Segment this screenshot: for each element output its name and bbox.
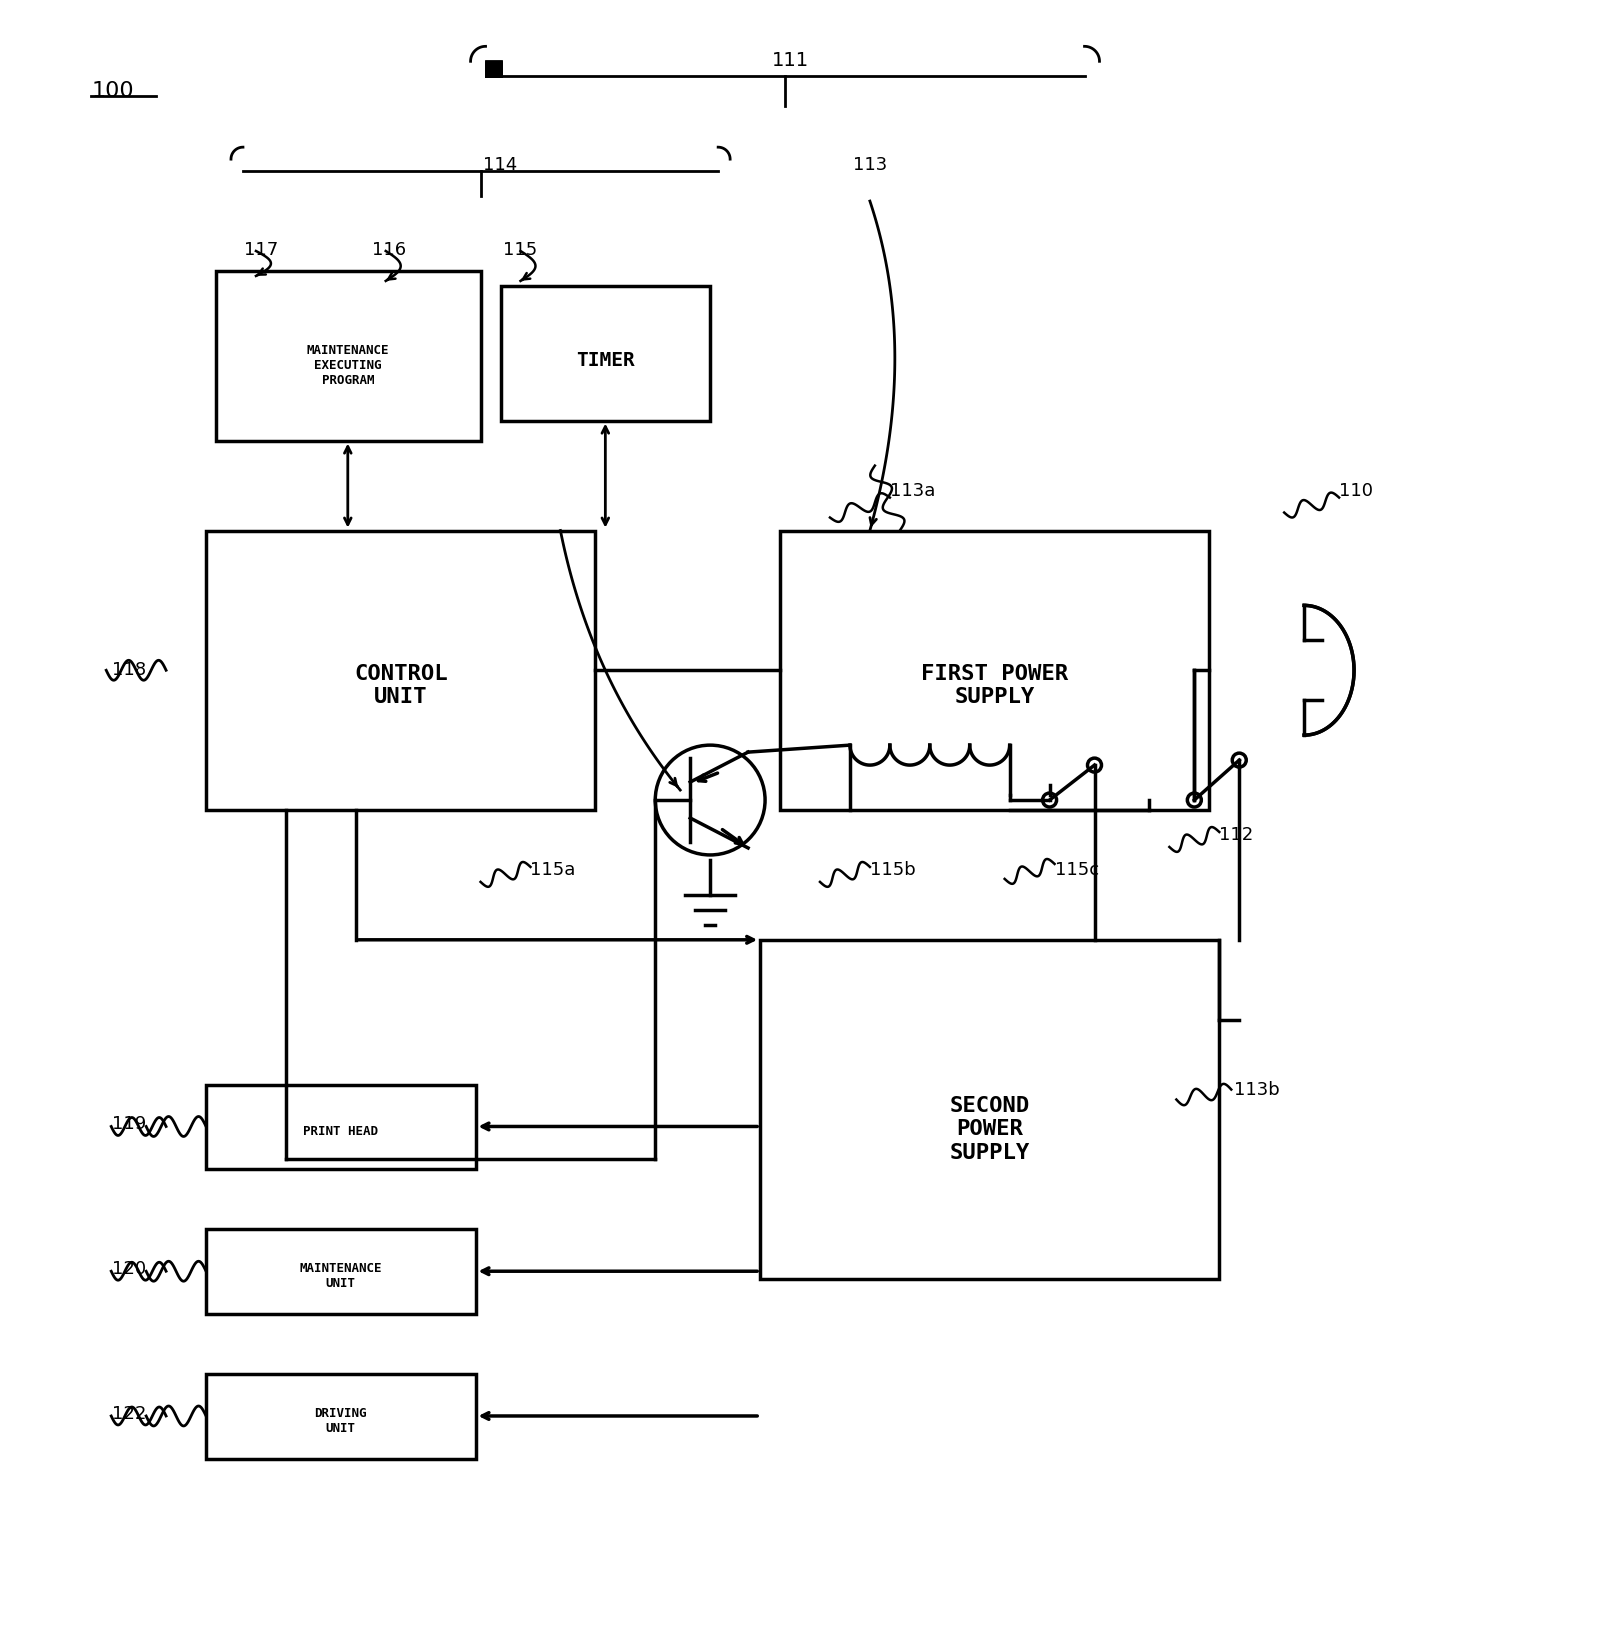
Text: 122: 122	[111, 1405, 147, 1423]
Text: 116: 116	[371, 242, 406, 258]
Bar	[206, 1084, 476, 1170]
Text: 115c: 115c	[1055, 860, 1098, 878]
Text: 120: 120	[113, 1260, 147, 1278]
Text: PRINT HEAD: PRINT HEAD	[303, 1125, 379, 1138]
Bar	[206, 530, 595, 809]
Bar	[500, 286, 710, 421]
Bar	[760, 939, 1219, 1280]
Text: 115a: 115a	[531, 860, 576, 878]
Text: 111: 111	[771, 51, 808, 71]
Circle shape	[1042, 793, 1057, 808]
Circle shape	[1187, 793, 1202, 808]
Circle shape	[1087, 758, 1102, 772]
Text: 112: 112	[1219, 826, 1253, 844]
Text: FIRST POWER
SUPPLY: FIRST POWER SUPPLY	[921, 663, 1068, 707]
Bar	[216, 271, 481, 441]
Text: 115: 115	[503, 242, 537, 258]
Text: 113: 113	[853, 156, 887, 174]
Text: 115b: 115b	[869, 860, 916, 878]
Text: SECOND
POWER
SUPPLY: SECOND POWER SUPPLY	[950, 1096, 1029, 1163]
Text: 100: 100	[92, 81, 134, 102]
Text: 118: 118	[113, 661, 147, 679]
Text: DRIVING
UNIT: DRIVING UNIT	[315, 1406, 368, 1434]
Text: MAINTENANCE
UNIT: MAINTENANCE UNIT	[300, 1262, 382, 1290]
Text: 114: 114	[484, 156, 518, 174]
Bar	[206, 1229, 476, 1314]
Text: MAINTENANCE
EXECUTING
PROGRAM: MAINTENANCE EXECUTING PROGRAM	[306, 344, 389, 387]
Text: 113a: 113a	[890, 482, 936, 500]
Bar	[206, 1374, 476, 1459]
Bar	[781, 530, 1210, 809]
Text: 110: 110	[1339, 482, 1373, 500]
Text: TIMER: TIMER	[576, 352, 636, 370]
Text: 113b: 113b	[1234, 1081, 1281, 1099]
Text: 117: 117	[244, 242, 277, 258]
Circle shape	[1232, 753, 1247, 767]
Text: CONTROL
UNIT: CONTROL UNIT	[353, 663, 447, 707]
Text: 119: 119	[111, 1115, 147, 1133]
